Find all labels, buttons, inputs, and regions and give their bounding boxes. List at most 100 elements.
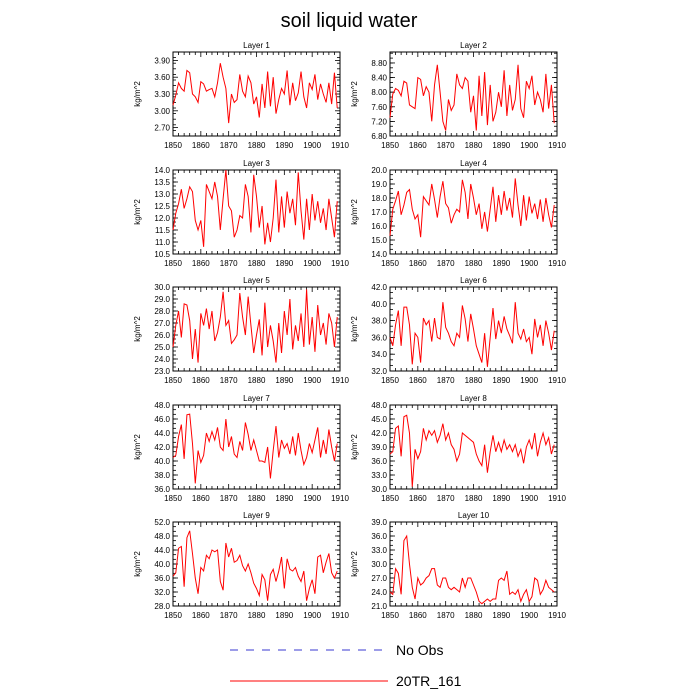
x-tick-label: 1890 [492,494,510,503]
y-tick-label: 36.0 [371,532,387,541]
y-tick-label: 14.0 [371,250,387,259]
x-tick-label: 1860 [409,259,427,268]
x-tick-label: 1870 [220,259,238,268]
x-tick-label: 1890 [275,494,293,503]
panel-layer-3: Layer 3 kg/m^2 1850 1860 1870 1880 1890 1900 191… [133,159,349,268]
x-tick-label: 1870 [437,141,455,150]
x-tick-label: 1910 [548,141,566,150]
series-line-20tr-161 [389,64,555,131]
x-tick-label: 1880 [465,494,483,503]
panels-group: Layer 1 kg/m^2 1850 1860 1870 1880 1890 1900 191… [133,41,566,620]
panel-layer-10: Layer 10 kg/m^2 1850 1860 1870 1880 1890 1900 19… [350,511,566,620]
x-tick-label: 1860 [409,141,427,150]
legend-label-no-obs: No Obs [396,642,443,658]
y-tick-label: 15.0 [371,236,387,245]
x-tick-label: 1870 [220,611,238,620]
plot-frame [172,521,341,607]
y-tick-label: 12.5 [154,202,170,211]
y-tick-label: 28.0 [154,307,170,316]
legend-label-20tr-161: 20TR_161 [396,673,462,689]
y-tick-label: 36.0 [154,485,170,494]
x-tick-label: 1860 [192,376,210,385]
y-tick-label: 48.0 [154,401,170,410]
x-tick-label: 1860 [409,376,427,385]
y-tick-label: 13.5 [154,178,170,187]
y-tick-label: 40.0 [371,300,387,309]
y-tick-label: 48.0 [154,532,170,541]
series-line-20tr-161 [172,413,338,484]
x-tick-label: 1870 [437,259,455,268]
panel-title: Layer 7 [243,394,270,403]
x-tick-label: 1850 [164,376,182,385]
plot-frame [389,404,558,490]
x-tick-label: 1890 [492,611,510,620]
y-tick-label: 10.5 [154,250,170,259]
y-tick-label: 21.0 [371,602,387,611]
y-tick-label: 3.30 [154,90,170,99]
y-tick-label: 20.0 [371,166,387,175]
y-tick-label: 8.40 [371,74,387,83]
series-line-20tr-161 [389,534,555,605]
x-tick-label: 1890 [275,141,293,150]
x-tick-label: 1870 [437,611,455,620]
plot-frame [172,404,341,490]
x-tick-label: 1850 [381,611,399,620]
y-tick-label: 13.0 [154,190,170,199]
legend: No Obs 20TR_161 [230,642,462,689]
x-tick-label: 1900 [303,259,321,268]
y-tick-label: 24.0 [154,355,170,364]
y-tick-label: 33.0 [371,546,387,555]
panel-layer-6: Layer 6 kg/m^2 1850 1860 1870 1880 1890 1900 191… [350,276,566,385]
y-tick-label: 34.0 [371,350,387,359]
x-tick-label: 1860 [192,259,210,268]
x-tick-label: 1870 [437,494,455,503]
y-tick-label: 3.90 [154,56,170,65]
y-tick-label: 30.0 [371,560,387,569]
panel-title: Layer 9 [243,511,270,520]
x-tick-label: 1910 [548,494,566,503]
y-tick-label: 38.0 [371,317,387,326]
x-tick-label: 1890 [492,376,510,385]
series-line-20tr-161 [389,178,555,238]
y-tick-label: 44.0 [154,429,170,438]
panel-layer-1: Layer 1 kg/m^2 1850 1860 1870 1880 1890 1900 191… [133,41,349,150]
x-tick-label: 1900 [520,259,538,268]
y-tick-label: 7.20 [371,117,387,126]
series-line-20tr-161 [389,302,555,367]
x-tick-label: 1880 [248,376,266,385]
x-tick-label: 1900 [520,494,538,503]
x-tick-label: 1880 [248,259,266,268]
x-tick-label: 1850 [164,611,182,620]
series-line-20tr-161 [389,414,555,487]
x-tick-label: 1900 [520,611,538,620]
y-tick-label: 33.0 [371,471,387,480]
x-tick-label: 1850 [164,141,182,150]
panel-title: Layer 5 [243,276,270,285]
x-tick-label: 1870 [437,376,455,385]
y-tick-label: 46.0 [154,415,170,424]
x-tick-label: 1870 [220,141,238,150]
x-tick-label: 1880 [465,376,483,385]
x-tick-label: 1880 [465,259,483,268]
y-tick-label: 48.0 [371,401,387,410]
y-tick-label: 8.80 [371,59,387,68]
y-tick-label: 29.0 [154,295,170,304]
y-tick-label: 25.0 [154,343,170,352]
plot-frame [389,51,558,137]
x-tick-label: 1890 [275,611,293,620]
y-axis-label: kg/m^2 [350,199,359,225]
series-line-20tr-161 [172,169,338,247]
x-tick-label: 1880 [248,494,266,503]
y-tick-label: 2.70 [154,124,170,133]
y-tick-label: 52.0 [154,518,170,527]
x-tick-label: 1910 [331,376,349,385]
panel-layer-2: Layer 2 kg/m^2 1850 1860 1870 1880 1890 1900 191… [350,41,566,150]
y-tick-label: 23.0 [154,367,170,376]
y-axis-label: kg/m^2 [133,199,142,225]
y-tick-label: 3.60 [154,73,170,82]
x-tick-label: 1890 [275,259,293,268]
panel-title: Layer 2 [460,41,487,50]
y-tick-label: 12.0 [154,214,170,223]
y-tick-label: 38.0 [154,471,170,480]
y-tick-label: 16.0 [371,222,387,231]
